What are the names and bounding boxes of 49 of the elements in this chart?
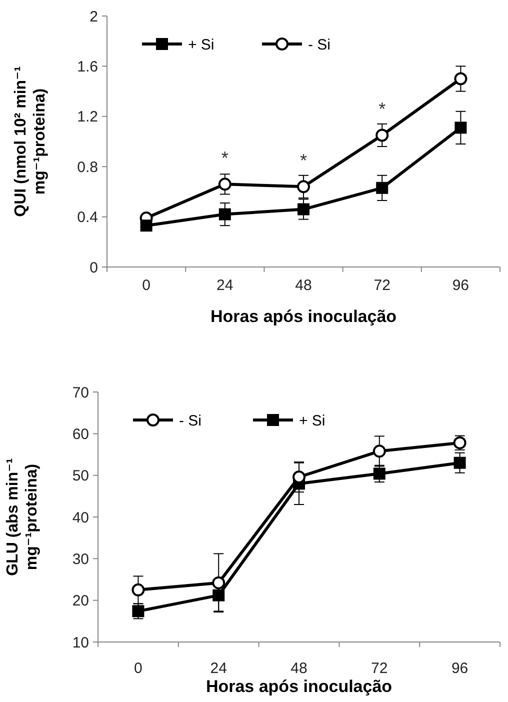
annotation: * (300, 150, 308, 170)
point (454, 122, 467, 134)
legend-label: + Si (299, 412, 326, 430)
legend-label: - Si (308, 36, 330, 54)
y-axis-title: GLU (abs min⁻¹ mg⁻¹proteina) (4, 458, 40, 576)
y-tick-label: 0 (90, 259, 98, 276)
x-tick-label: 48 (290, 660, 308, 677)
point (454, 72, 468, 86)
x-tick-label: 48 (295, 277, 312, 294)
point (454, 456, 466, 469)
point (212, 589, 225, 602)
point (140, 220, 152, 232)
point (212, 576, 226, 590)
y-tick-label: 2 (90, 8, 98, 26)
y-tick-label: 70 (72, 384, 89, 402)
annotation: * (221, 148, 228, 168)
point (132, 583, 145, 596)
point (298, 203, 310, 216)
y-tick-label: 0.4 (77, 209, 98, 226)
y-tick-label: 1.2 (77, 108, 98, 126)
x-tick-label: 0 (134, 660, 142, 677)
annotation: * (378, 98, 386, 119)
y-tick-label: 60 (72, 426, 89, 443)
point (373, 468, 386, 480)
legend-label: - Si (179, 412, 202, 430)
x-tick-label: 72 (371, 660, 388, 677)
x-tick-label: 24 (216, 277, 234, 294)
x-tick-label: 96 (451, 660, 468, 677)
x-tick-label: 96 (452, 277, 470, 294)
x-tick-label: 24 (210, 660, 227, 677)
y-axis-title: QUI (nmol 10² min⁻¹ mg⁻¹proteina) (12, 66, 48, 217)
point (372, 444, 386, 458)
point (218, 178, 232, 191)
y-tick-label: 20 (72, 592, 89, 610)
point (218, 208, 231, 220)
y-tick-label: 40 (72, 509, 89, 526)
x-tick-label: 0 (142, 277, 150, 294)
legend-label: + Si (188, 36, 214, 54)
x-tick-label: 72 (374, 277, 390, 294)
y-tick-label: 10 (72, 634, 89, 652)
x-axis-title: Horas após inoculação (206, 677, 392, 696)
y-tick-label: 0.8 (77, 158, 98, 176)
y-tick-label: 30 (72, 550, 89, 568)
x-axis-title: Horas após inoculação (210, 307, 397, 326)
y-tick-label: 1.6 (77, 58, 98, 76)
point (376, 182, 388, 194)
y-tick-label: 50 (72, 468, 89, 485)
point (376, 128, 389, 142)
point (297, 180, 310, 194)
